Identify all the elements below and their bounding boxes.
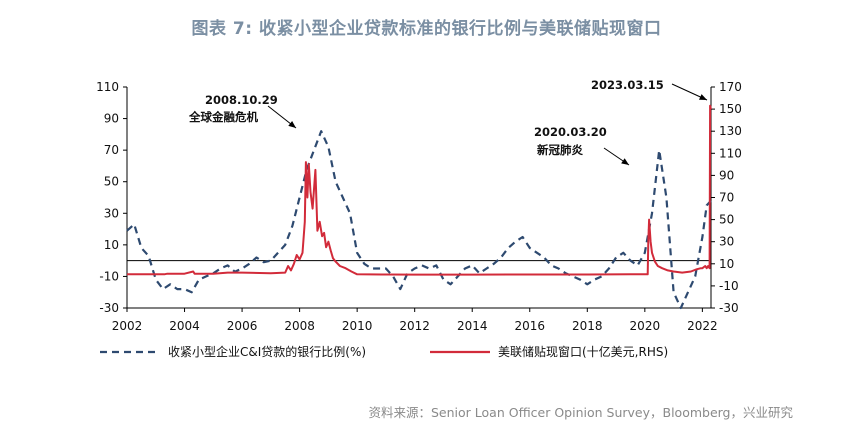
x-tick-label: 2010 — [342, 319, 373, 333]
y-right-tick-label: 170 — [719, 80, 742, 94]
annotation-arrow-covid-head — [621, 158, 629, 165]
y-right-tick-label: 30 — [719, 235, 734, 249]
annotation-date-covid: 2020.03.20 — [534, 125, 607, 139]
y-right-tick-label: 110 — [719, 146, 742, 160]
chart-legend: 收紧小型企业C&I贷款的银行比例(%) 美联储贴现窗口(十亿美元,RHS) — [100, 344, 668, 359]
source-note: 资料来源：Senior Loan Officer Opinion Survey，… — [368, 405, 794, 420]
y-right-tick-label: 90 — [719, 168, 734, 182]
legend-label-2: 美联储贴现窗口(十亿美元,RHS) — [498, 344, 668, 359]
chart-series — [126, 104, 712, 310]
y-right-tick-label: -10 — [719, 279, 739, 293]
annotation-arrow-svb-head — [699, 94, 707, 100]
annotation-arrow-gfc-head — [288, 120, 296, 128]
x-tick-label: 2018 — [572, 319, 603, 333]
x-tick-label: 2006 — [227, 319, 258, 333]
x-tick-label: 2022 — [687, 319, 718, 333]
x-tick-label: 2012 — [399, 319, 430, 333]
y-right-tick-label: 130 — [719, 124, 742, 138]
x-tick-label: 2014 — [457, 319, 488, 333]
x-tick-label: 2020 — [630, 319, 661, 333]
x-tick-label: 2008 — [284, 319, 315, 333]
x-tick-label: 2016 — [514, 319, 545, 333]
y-left-tick-label: 90 — [104, 112, 119, 126]
chart-annotations: 2008.10.29 全球金融危机 2020.03.20 新冠肺炎 2023.03.15 — [188, 78, 708, 166]
x-tick-label: 2004 — [169, 319, 200, 333]
annotation-date-gfc: 2008.10.29 — [205, 93, 278, 107]
annotation-label-gfc: 全球金融危机 — [188, 110, 258, 124]
series-line-2 — [127, 104, 712, 276]
y-right-tick-label: -30 — [719, 301, 739, 315]
y-right-tick-label: 70 — [719, 191, 734, 205]
y-right-tick-label: 10 — [719, 257, 734, 271]
annotation-date-svb: 2023.03.15 — [591, 78, 664, 92]
y-right-tick-label: 150 — [719, 102, 742, 116]
y-left-tick-label: 10 — [104, 238, 119, 252]
series-line-1 — [126, 130, 712, 310]
y-left-tick-label: -10 — [99, 269, 119, 283]
chart-axes: -30 -10 10 30 50 70 90 110 -30 -10 10 30 50 70 90 110 13… — [96, 80, 742, 333]
y-left-tick-label: 30 — [104, 206, 119, 220]
y-left-tick-label: -30 — [99, 301, 119, 315]
annotation-label-covid: 新冠肺炎 — [537, 143, 583, 157]
chart-title: 图表 7: 收紧小型企业贷款标准的银行比例与美联储贴现窗口 — [191, 19, 662, 39]
y-right-tick-label: 50 — [719, 213, 734, 227]
x-tick-label: 2002 — [112, 319, 143, 333]
legend-label-1: 收紧小型企业C&I贷款的银行比例(%) — [168, 344, 366, 359]
y-left-tick-label: 50 — [104, 175, 119, 189]
y-left-tick-label: 110 — [96, 80, 119, 94]
y-left-tick-label: 70 — [104, 143, 119, 157]
